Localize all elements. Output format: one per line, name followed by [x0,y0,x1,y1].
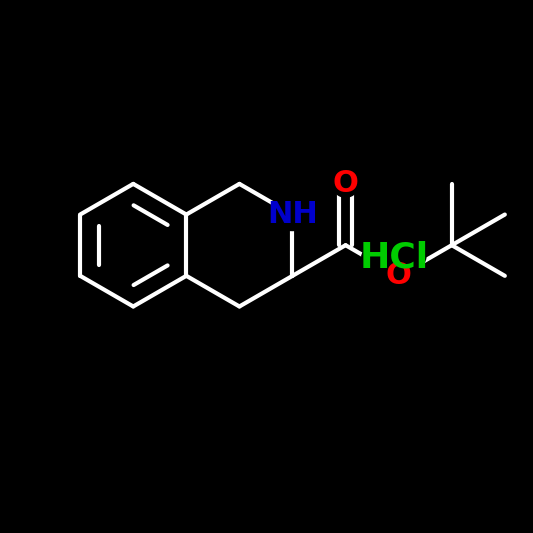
Text: HCl: HCl [359,240,429,274]
Text: NH: NH [267,200,318,229]
Text: O: O [386,261,411,290]
Ellipse shape [267,198,318,230]
Ellipse shape [362,240,426,274]
Ellipse shape [332,171,359,197]
Text: O: O [333,169,359,198]
Ellipse shape [385,263,412,289]
